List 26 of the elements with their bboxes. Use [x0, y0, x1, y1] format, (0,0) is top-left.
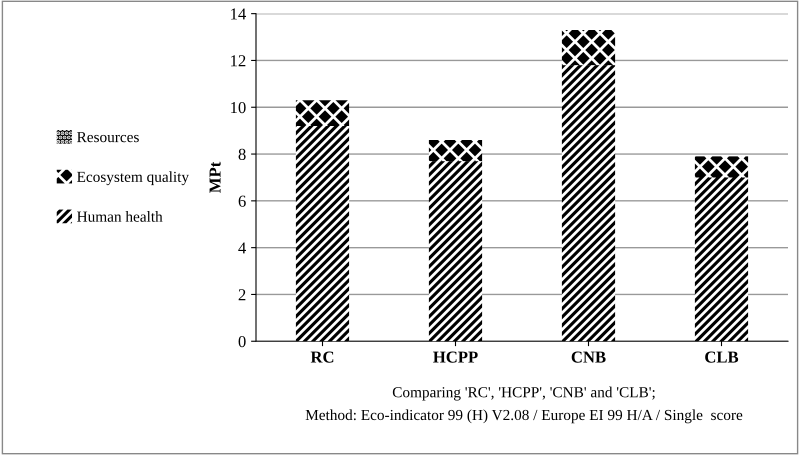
bar — [296, 126, 350, 342]
x-tick-label: HCPP — [433, 352, 478, 363]
y-tick-label: 8 — [238, 148, 246, 160]
bar — [694, 177, 748, 342]
y-tick-label: 0 — [238, 336, 246, 348]
bar — [296, 100, 350, 126]
y-axis-title: MPt — [210, 162, 221, 193]
x-tick-label: CNB — [572, 352, 606, 363]
y-tick-label: 14 — [231, 8, 246, 20]
bar — [694, 156, 748, 178]
y-tick-label: 12 — [231, 55, 246, 66]
bar — [562, 65, 616, 342]
bar — [562, 30, 616, 66]
bar — [428, 140, 482, 162]
y-tick-label: 10 — [231, 102, 246, 114]
text: Comparing 'RC', 'HCPP', 'CNB' and 'CLB'; — [392, 386, 655, 401]
y-tick-label: 2 — [238, 289, 246, 300]
x-tick-label: RC — [310, 352, 334, 363]
legend-label: Ecosystem quality — [77, 171, 189, 186]
text: Method: Eco-indicator 99 (H) V2.08 / Europe EI 99 H/A / Single score — [306, 409, 742, 424]
x-tick-label: CLB — [705, 352, 738, 363]
legend-label: Resources — [77, 132, 139, 142]
y-tick-label: 4 — [238, 242, 246, 254]
legend-label: Human health — [77, 211, 163, 222]
y-tick-label: 6 — [238, 196, 246, 207]
bar — [428, 161, 482, 342]
